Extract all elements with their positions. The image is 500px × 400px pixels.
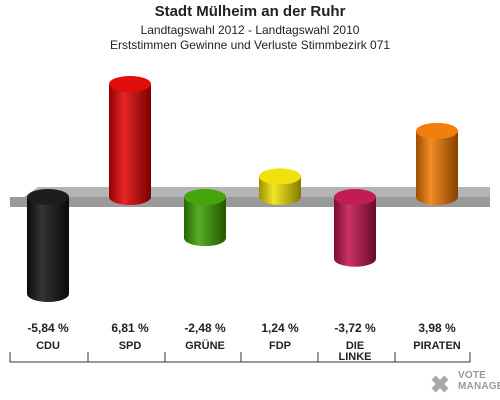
value-label: -3,72 % <box>334 321 376 335</box>
bar-spd-body <box>109 83 151 205</box>
bar-grüne-body <box>184 197 226 247</box>
value-labels-group: -5,84 % 6,81 % -2,48 % 1,24 % -3,72 % 3,98 % <box>27 321 456 335</box>
bar-spd <box>109 75 151 205</box>
zero-plane-front <box>10 197 490 207</box>
bar-cdu-cap <box>27 189 69 205</box>
bar-fdp-body <box>259 176 301 205</box>
bar-fdp <box>259 168 301 205</box>
value-label: -5,84 % <box>27 321 69 335</box>
bar-piraten-body <box>416 130 458 205</box>
category-label: PIRATEN <box>413 340 461 352</box>
category-label: GRÜNE <box>185 339 225 352</box>
category-label: SPD <box>119 340 142 352</box>
value-label: 1,24 % <box>261 321 299 335</box>
logo-line-2: MANAGER <box>458 381 500 392</box>
bar-piraten <box>416 122 458 205</box>
chart-subtitle-2: Erststimmen Gewinne und Verluste Stimmbe… <box>109 38 391 52</box>
category-label: CDU <box>36 340 60 352</box>
value-label: -2,48 % <box>184 321 226 335</box>
bar-cdu-body <box>27 197 69 302</box>
category-label: DIE <box>346 340 364 352</box>
value-label: 6,81 % <box>111 321 149 335</box>
bar-cdu <box>27 189 69 302</box>
logo-line-1: VOTE <box>458 370 487 381</box>
bar-fdp-cap <box>259 168 301 185</box>
bar-spd-cap <box>109 75 151 92</box>
chart-title: Stadt Mülheim an der Ruhr <box>154 3 346 20</box>
chart-subtitle-1: Landtagswahl 2012 - Landtagswahl 2010 <box>140 23 360 37</box>
bars-group <box>27 75 458 302</box>
vote-manager-logo-icon <box>431 375 449 393</box>
category-label: FDP <box>269 340 291 352</box>
bar-grüne <box>184 189 226 247</box>
bar-die-linke-cap <box>334 189 376 205</box>
bar-piraten-cap <box>416 122 458 139</box>
value-label: 3,98 % <box>418 321 456 335</box>
bar-die-linke <box>334 189 376 267</box>
category-label: LINKE <box>339 351 372 363</box>
vote-manager-logo-text: VOTE MANAGER <box>458 370 500 392</box>
bar-grüne-cap <box>184 189 226 205</box>
bar-die-linke-body <box>334 197 376 267</box>
